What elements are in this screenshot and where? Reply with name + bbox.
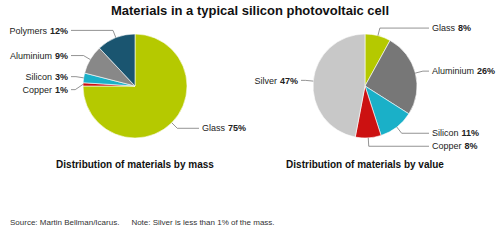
title: Materials in a typical silicon photovolt… — [111, 3, 389, 18]
data-label: 26% — [477, 66, 495, 76]
labels: Glass8%Aluminium26%Silicon11%Copper8%Sil… — [254, 23, 495, 151]
pie: Glass8%Aluminium26%Silicon11%Copper8%Sil… — [254, 23, 495, 151]
slice-label: Aluminium — [10, 51, 52, 61]
leader-line — [397, 127, 429, 133]
slice-label: Silicon — [432, 128, 459, 138]
footer-note: Source: Martin Bellman/Icarus. — [10, 218, 119, 227]
subtitle: Distribution of materials by value — [286, 159, 444, 170]
leader-line — [71, 77, 84, 78]
data-label: 11% — [462, 128, 480, 138]
subtitle: Distribution of materials by mass — [56, 159, 214, 170]
slice-label: Glass — [202, 123, 226, 133]
data-label: 8% — [458, 23, 471, 33]
slice-label: Silicon — [25, 72, 52, 82]
pie-slice — [313, 34, 365, 137]
slice-label: Copper — [22, 85, 52, 95]
slice-label: Polymers — [9, 26, 47, 36]
pie: Glass75% Copper1%Silicon3% Aluminium9% Poly… — [9, 26, 246, 138]
data-label: 75% — [228, 123, 246, 133]
data-label: 12% — [50, 26, 68, 36]
slice-label: Copper — [432, 141, 462, 151]
data-label: 1% — [55, 85, 68, 95]
data-label: 3% — [55, 72, 68, 82]
slice-label: Silver — [254, 76, 277, 86]
data-label: 8% — [465, 141, 478, 151]
leader-line — [378, 28, 429, 36]
slice-label: Aluminium — [432, 66, 474, 76]
leader-line — [71, 56, 90, 60]
pie-slice — [99, 34, 135, 86]
chart: Materials in a typical silicon photovolt… — [0, 0, 500, 231]
leader-line — [172, 123, 199, 129]
footer-note: Note: Silver is less than 1% of the mass… — [131, 218, 274, 227]
labels: Glass75% Copper1%Silicon3% Aluminium9% Poly… — [9, 26, 246, 134]
leader-line — [368, 138, 429, 146]
data-label: 9% — [55, 51, 68, 61]
slice-label: Glass — [432, 23, 456, 33]
leader-line — [71, 84, 83, 89]
leader-line — [415, 71, 429, 73]
pie-slice — [83, 34, 187, 138]
leader-line — [301, 80, 313, 82]
data-label: 47% — [280, 76, 298, 86]
leader-line — [71, 30, 116, 37]
